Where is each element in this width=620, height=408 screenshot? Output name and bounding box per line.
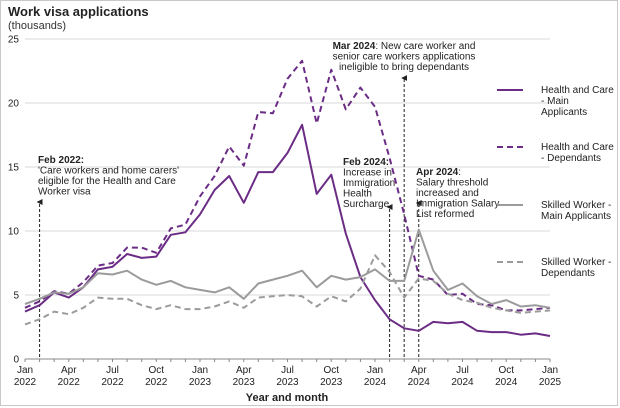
legend-label: Skilled Worker - [541, 257, 611, 268]
y-tick-label: 10 [8, 227, 20, 238]
x-tick-month: Jul [106, 365, 119, 376]
y-tick-label: 25 [8, 35, 20, 46]
x-tick-year: 2022 [58, 377, 81, 388]
annotation-heading: Mar 2024: New care worker and [333, 41, 476, 52]
x-tick-month: Apr [61, 365, 77, 376]
x-tick-year: 2024 [364, 377, 387, 388]
y-tick-label: 15 [8, 163, 20, 174]
y-tick-label: 0 [13, 355, 19, 366]
x-tick-month: Jul [456, 365, 469, 376]
series-line-1 [24, 123, 551, 337]
x-tick-year: 2023 [320, 377, 343, 388]
x-tick-month: Jan [17, 365, 33, 376]
annotation-date: Feb 2024: [343, 157, 389, 168]
legend-item: Skilled Worker -Dependants [497, 257, 611, 279]
legend-label: Health and Care [541, 142, 614, 153]
chart-subtitle: (thousands) [8, 20, 66, 32]
x-tick-year: 2022 [145, 377, 168, 388]
x-tick-year: 2023 [233, 377, 256, 388]
annotation-feb2022: Feb 2022:'Care workers and home carers'e… [36, 155, 179, 357]
x-axis: Jan2022Apr2022Jul2022Oct2022Jan2023Apr20… [14, 359, 562, 388]
annotation-line: 'Care workers and home carers' [38, 166, 179, 177]
annotation-line: eligible for the Health and Care [38, 176, 176, 187]
annotation-line: List reformed [416, 209, 474, 220]
series-line-2 [24, 59, 551, 312]
x-tick-month: Apr [236, 365, 252, 376]
y-tick-label: 20 [8, 99, 20, 110]
x-tick-year: 2024 [408, 377, 431, 388]
annotation-heading-rest: : New care worker and [375, 41, 475, 52]
annotation-date: Apr 2024 [416, 167, 459, 178]
annotations: Feb 2022:'Care workers and home carers'e… [36, 41, 499, 357]
x-tick-month: Jul [281, 365, 294, 376]
x-tick-month: Jan [367, 365, 383, 376]
x-tick-month: Oct [323, 365, 339, 376]
x-tick-month: Apr [411, 365, 427, 376]
chart-title: Work visa applications [8, 4, 149, 19]
annotation-date: Mar 2024 [333, 41, 376, 52]
y-tick-label: 5 [13, 291, 19, 302]
legend-item: Skilled Worker -Main Applicants [497, 200, 611, 222]
annotation-line: Worker visa [38, 187, 91, 198]
x-tick-year: 2025 [539, 377, 562, 388]
annotation-line: Immigration Salary [416, 199, 499, 210]
legend-label: Main Applicants [541, 211, 611, 222]
series-line-3 [24, 228, 551, 309]
annotation-line: Health [343, 189, 372, 200]
annotation-heading: Feb 2024: [343, 157, 389, 168]
legend-label: Applicants [541, 107, 587, 118]
x-axis-title: Year and month [246, 392, 329, 404]
x-tick-month: Jan [542, 365, 558, 376]
series-lines [24, 59, 551, 337]
x-tick-month: Jan [192, 365, 208, 376]
series-line-4 [24, 254, 551, 326]
annotation-line: ineligible to bring dependants [339, 62, 469, 73]
x-tick-year: 2024 [451, 377, 474, 388]
annotation-line: Surcharge [343, 199, 390, 210]
x-tick-month: Oct [498, 365, 514, 376]
annotation-heading: Apr 2024: [416, 167, 461, 178]
legend-label: Skilled Worker - [541, 200, 611, 211]
x-tick-year: 2024 [495, 377, 518, 388]
legend-label: Health and Care [541, 85, 614, 96]
annotation-feb2024: Feb 2024:Increase inImmigrationHealthSur… [343, 157, 395, 357]
annotation-date: Feb 2022: [38, 155, 84, 166]
annotation-line: Salary threshold [416, 178, 488, 189]
annotation-line: Increase in [343, 168, 392, 179]
x-tick-year: 2022 [14, 377, 37, 388]
annotation-heading: Feb 2022: [38, 155, 84, 166]
x-tick-year: 2023 [276, 377, 299, 388]
legend-label: - Dependants [541, 153, 601, 164]
x-tick-year: 2023 [189, 377, 212, 388]
x-tick-month: Oct [148, 365, 164, 376]
x-tick-year: 2022 [101, 377, 124, 388]
legend-label: - Main [541, 96, 569, 107]
annotation-line: senior care workers applications [333, 52, 476, 63]
annotation-line: increased and [416, 188, 479, 199]
legend-item: Health and Care- Dependants [497, 142, 614, 164]
annotation-line: Immigration [343, 178, 395, 189]
legend-label: Dependants [541, 268, 595, 279]
annotation-heading-rest: : [458, 167, 461, 178]
